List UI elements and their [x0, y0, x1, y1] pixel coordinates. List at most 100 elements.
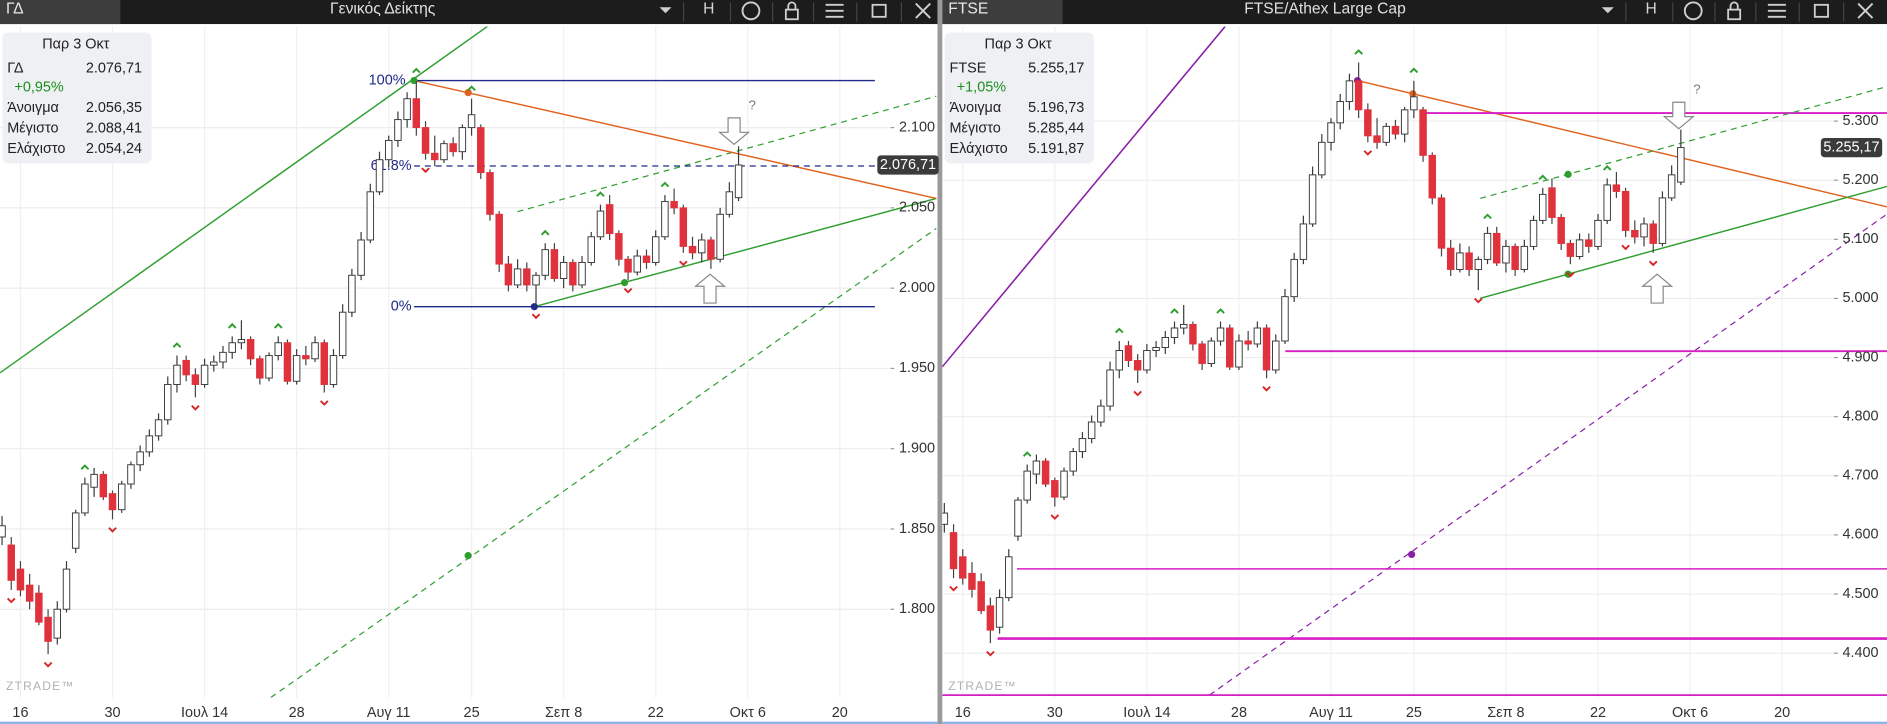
candle-body[interactable]	[995, 597, 1004, 628]
candle-body[interactable]	[1161, 336, 1170, 348]
candle-body[interactable]	[338, 311, 347, 357]
candle-body[interactable]	[1060, 470, 1068, 498]
candle-body[interactable]	[1437, 197, 1446, 249]
candle-body[interactable]	[1465, 252, 1473, 270]
candle-body[interactable]	[25, 584, 34, 602]
candle-body[interactable]	[412, 98, 421, 129]
candle-body[interactable]	[1235, 340, 1243, 368]
candle-body[interactable]	[16, 568, 25, 591]
candle-body[interactable]	[1281, 296, 1289, 342]
candle-body[interactable]	[1621, 190, 1630, 231]
menu-icon[interactable]	[825, 3, 844, 18]
candle-body[interactable]	[486, 172, 494, 215]
trend-line[interactable]	[270, 228, 937, 698]
candle-body[interactable]	[366, 191, 375, 241]
candle-body[interactable]	[1364, 109, 1372, 137]
info-icon[interactable]	[1683, 1, 1703, 21]
candle-body[interactable]	[670, 200, 678, 209]
candle-body[interactable]	[458, 127, 467, 153]
dropdown-icon[interactable]	[1601, 7, 1614, 14]
candle-body[interactable]	[71, 512, 80, 549]
h-button[interactable]: H	[1645, 1, 1656, 18]
candle-body[interactable]	[329, 355, 338, 385]
candle-body[interactable]	[90, 473, 98, 488]
candle-body[interactable]	[421, 127, 430, 154]
candle-body[interactable]	[431, 152, 439, 161]
candle-body[interactable]	[477, 127, 485, 174]
candle-body[interactable]	[1474, 258, 1483, 270]
candle-body[interactable]	[1354, 80, 1363, 111]
candle-body[interactable]	[1456, 252, 1464, 270]
candle-body[interactable]	[375, 159, 384, 193]
trend-line[interactable]	[1480, 86, 1887, 200]
candle-body[interactable]	[688, 245, 697, 254]
candle-body[interactable]	[725, 191, 734, 215]
candle-body[interactable]	[707, 239, 715, 260]
symbol-tab[interactable]	[0, 0, 121, 25]
candle-body[interactable]	[1207, 340, 1216, 364]
candle-body[interactable]	[532, 274, 540, 286]
candle-body[interactable]	[0, 525, 6, 538]
candle-body[interactable]	[734, 164, 743, 199]
candle-body[interactable]	[1502, 245, 1510, 264]
candle-body[interactable]	[1032, 460, 1041, 475]
candle-body[interactable]	[136, 451, 144, 466]
candle-body[interactable]	[1318, 141, 1326, 176]
candle-body[interactable]	[357, 239, 365, 276]
candle-body[interactable]	[1069, 451, 1077, 472]
candle-body[interactable]	[81, 483, 89, 514]
candle-body[interactable]	[302, 355, 310, 360]
candle-body[interactable]	[541, 249, 549, 276]
dropdown-icon[interactable]	[659, 7, 672, 14]
candle-body[interactable]	[941, 512, 949, 525]
candle-body[interactable]	[1244, 340, 1252, 345]
trend-line[interactable]	[0, 26, 488, 374]
candle-body[interactable]	[99, 473, 108, 498]
candle-body[interactable]	[679, 207, 688, 247]
candle-body[interactable]	[1152, 347, 1160, 351]
candle-body[interactable]	[1419, 109, 1427, 156]
candle-body[interactable]	[1428, 154, 1437, 199]
candle-body[interactable]	[1373, 135, 1381, 143]
candle-body[interactable]	[968, 572, 976, 590]
candle-body[interactable]	[292, 355, 301, 382]
candle-body[interactable]	[587, 236, 595, 263]
candle-body[interactable]	[1124, 345, 1133, 362]
candle-body[interactable]	[1272, 340, 1280, 371]
candle-body[interactable]	[1133, 360, 1142, 371]
candle-body[interactable]	[228, 342, 236, 353]
candle-body[interactable]	[633, 255, 642, 273]
candle-body[interactable]	[1179, 323, 1188, 329]
candle-body[interactable]	[615, 233, 623, 260]
candle-body[interactable]	[1106, 369, 1114, 407]
trend-line[interactable]	[1357, 79, 1887, 208]
candle-body[interactable]	[200, 364, 209, 385]
candle-body[interactable]	[320, 342, 328, 385]
candle-body[interactable]	[977, 581, 985, 612]
candle-body[interactable]	[986, 605, 995, 631]
candle-body[interactable]	[697, 239, 706, 254]
candle-body[interactable]	[1051, 480, 1059, 498]
candle-body[interactable]	[959, 556, 967, 579]
candle-body[interactable]	[449, 143, 457, 153]
candle-body[interactable]	[1631, 229, 1639, 238]
candle-body[interactable]	[44, 616, 52, 642]
candle-body[interactable]	[384, 139, 393, 161]
candle-body[interactable]	[949, 532, 958, 570]
candle-body[interactable]	[495, 213, 503, 265]
candle-body[interactable]	[1446, 247, 1455, 270]
candle-body[interactable]	[283, 342, 292, 382]
candle-body[interactable]	[1253, 327, 1262, 345]
candle-body[interactable]	[1548, 187, 1556, 218]
candle-body[interactable]	[1594, 219, 1602, 247]
candle-body[interactable]	[265, 355, 273, 379]
candle-body[interactable]	[1345, 80, 1354, 103]
candle-body[interactable]	[559, 261, 568, 279]
candle-body[interactable]	[127, 464, 135, 485]
trend-line[interactable]	[413, 79, 937, 200]
candle-body[interactable]	[1023, 470, 1031, 501]
candle-body[interactable]	[1078, 438, 1087, 453]
candle-body[interactable]	[1566, 242, 1575, 257]
candle-body[interactable]	[1391, 125, 1400, 135]
symbol-tab[interactable]	[942, 0, 1063, 25]
